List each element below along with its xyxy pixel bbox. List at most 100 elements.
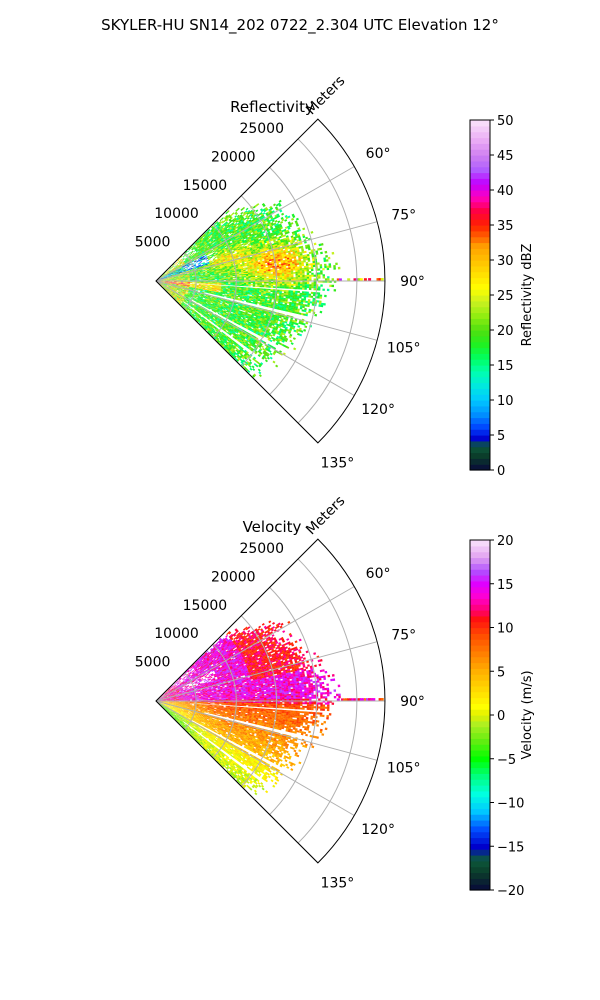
radar-gate xyxy=(252,235,255,238)
radar-gate xyxy=(171,266,174,268)
radar-gate xyxy=(218,221,222,224)
radar-gate xyxy=(200,249,203,251)
radar-gate xyxy=(266,282,269,284)
radar-gate xyxy=(219,282,222,284)
radar-gate xyxy=(197,252,200,255)
radar-gate xyxy=(302,305,305,309)
radar-gate xyxy=(235,249,239,252)
radar-gate xyxy=(210,279,213,281)
radar-gate xyxy=(202,243,205,246)
radar-gate xyxy=(264,281,267,284)
radar-gate xyxy=(284,274,287,276)
radar-gate xyxy=(170,273,173,275)
radar-gate xyxy=(253,218,256,221)
radar-gate xyxy=(196,260,200,263)
radar-gate xyxy=(223,281,227,283)
radar-gate xyxy=(234,226,237,229)
radar-gate xyxy=(183,260,187,263)
radar-gate xyxy=(228,278,231,280)
radar-gate xyxy=(259,285,262,288)
radar-gate xyxy=(319,310,323,314)
radar-gate xyxy=(188,263,191,266)
radar-gate xyxy=(185,250,188,253)
radar-gate xyxy=(205,236,208,239)
radar-gate xyxy=(261,234,265,237)
radar-gate xyxy=(245,237,249,240)
radar-gate xyxy=(204,256,208,259)
radar-gate xyxy=(242,247,246,250)
radar-gate xyxy=(212,247,216,250)
radar-gate xyxy=(242,235,245,238)
radar-gate xyxy=(198,238,201,241)
radar-gate xyxy=(220,301,223,304)
radar-gate xyxy=(211,236,214,239)
radar-gate xyxy=(232,281,236,283)
radar-gate xyxy=(180,264,184,266)
radar-gate xyxy=(295,278,299,281)
radar-gate xyxy=(324,278,328,281)
radar-gate xyxy=(250,222,254,226)
radar-gate xyxy=(204,242,207,245)
radar-gate xyxy=(216,250,220,252)
radar-gate xyxy=(319,266,323,269)
radar-gate xyxy=(269,205,273,209)
radar-gate xyxy=(248,277,251,279)
radar-gate xyxy=(175,268,179,271)
radar-gate xyxy=(205,233,208,236)
radar-gate xyxy=(252,284,256,286)
radar-gate xyxy=(234,211,238,215)
radar-gate xyxy=(219,255,222,258)
radar-gate xyxy=(243,278,247,280)
radar-gate xyxy=(237,241,241,244)
radar-gate xyxy=(194,241,197,244)
radar-gate xyxy=(206,233,209,237)
radar-gate xyxy=(310,309,314,312)
radar-gate xyxy=(204,238,207,241)
radar-gate xyxy=(225,218,228,221)
radar-gate xyxy=(253,214,257,218)
radar-gate xyxy=(207,246,210,249)
radar-gate xyxy=(313,284,316,287)
radar-gate xyxy=(236,245,240,248)
radar-gate xyxy=(231,244,234,247)
radar-gate xyxy=(275,233,279,237)
radar-gate xyxy=(180,268,183,270)
radar-gate xyxy=(210,281,213,283)
radar-gate xyxy=(240,233,244,236)
radar-gate xyxy=(232,236,236,239)
radar-gate xyxy=(180,258,183,261)
radar-gate xyxy=(218,228,222,231)
radar-gate xyxy=(200,258,204,261)
radar-gate xyxy=(242,241,246,244)
radar-gate xyxy=(187,268,191,270)
radar-gate xyxy=(302,276,305,279)
radar-gate xyxy=(308,295,311,298)
radar-gate xyxy=(252,225,255,228)
radar-gate xyxy=(250,301,253,304)
radar-gate xyxy=(311,274,314,277)
radar-gate xyxy=(305,300,308,303)
radar-gate xyxy=(252,213,256,216)
radar-gate xyxy=(257,284,260,286)
radar-gate xyxy=(286,274,289,276)
radar-gate xyxy=(286,290,289,292)
radar-gate xyxy=(179,262,182,265)
radar-gate xyxy=(238,238,242,241)
radar-gate xyxy=(275,203,279,207)
radar-gate xyxy=(182,261,185,264)
radar-gate xyxy=(303,260,306,263)
radar-gate xyxy=(246,224,249,227)
radar-gate xyxy=(284,283,287,286)
radar-gate xyxy=(238,228,242,232)
radar-gate xyxy=(237,246,240,249)
radar-gate xyxy=(195,258,198,260)
radar-gate xyxy=(259,224,263,227)
radar-gate xyxy=(287,215,291,219)
radar-gate xyxy=(258,228,262,231)
radar-gate xyxy=(265,264,268,266)
radar-gate xyxy=(216,283,220,285)
radar-gate xyxy=(254,236,258,239)
radar-gate xyxy=(212,235,216,238)
radar-gate xyxy=(288,290,291,293)
radar-gate xyxy=(210,244,214,246)
